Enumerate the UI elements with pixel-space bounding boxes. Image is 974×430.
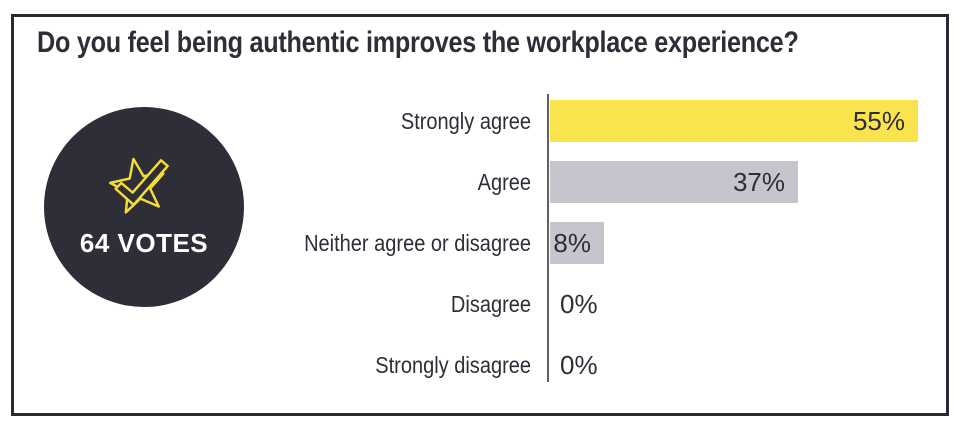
bar: 55% xyxy=(550,100,918,142)
bar: 37% xyxy=(550,161,798,203)
value-label: 8% xyxy=(553,228,591,258)
votes-badge: 64 VOTES xyxy=(44,107,244,307)
value-label: 0% xyxy=(560,289,598,319)
bar: 8% xyxy=(550,222,604,264)
value-label: 37% xyxy=(732,167,785,197)
category-label: Strongly agree xyxy=(400,108,531,134)
category-label: Neither agree or disagree xyxy=(304,230,531,256)
value-label: 0% xyxy=(560,350,598,380)
poll-question: Do you feel being authentic improves the… xyxy=(37,26,799,59)
votes-count: 64 VOTES xyxy=(79,228,209,258)
value-label: 55% xyxy=(852,106,905,136)
category-label: Disagree xyxy=(450,291,531,317)
check-outline xyxy=(114,159,169,207)
category-label: Agree xyxy=(477,169,531,195)
star-check-icon xyxy=(109,157,169,214)
axis-line xyxy=(547,94,549,382)
category-label: Strongly disagree xyxy=(375,352,531,378)
